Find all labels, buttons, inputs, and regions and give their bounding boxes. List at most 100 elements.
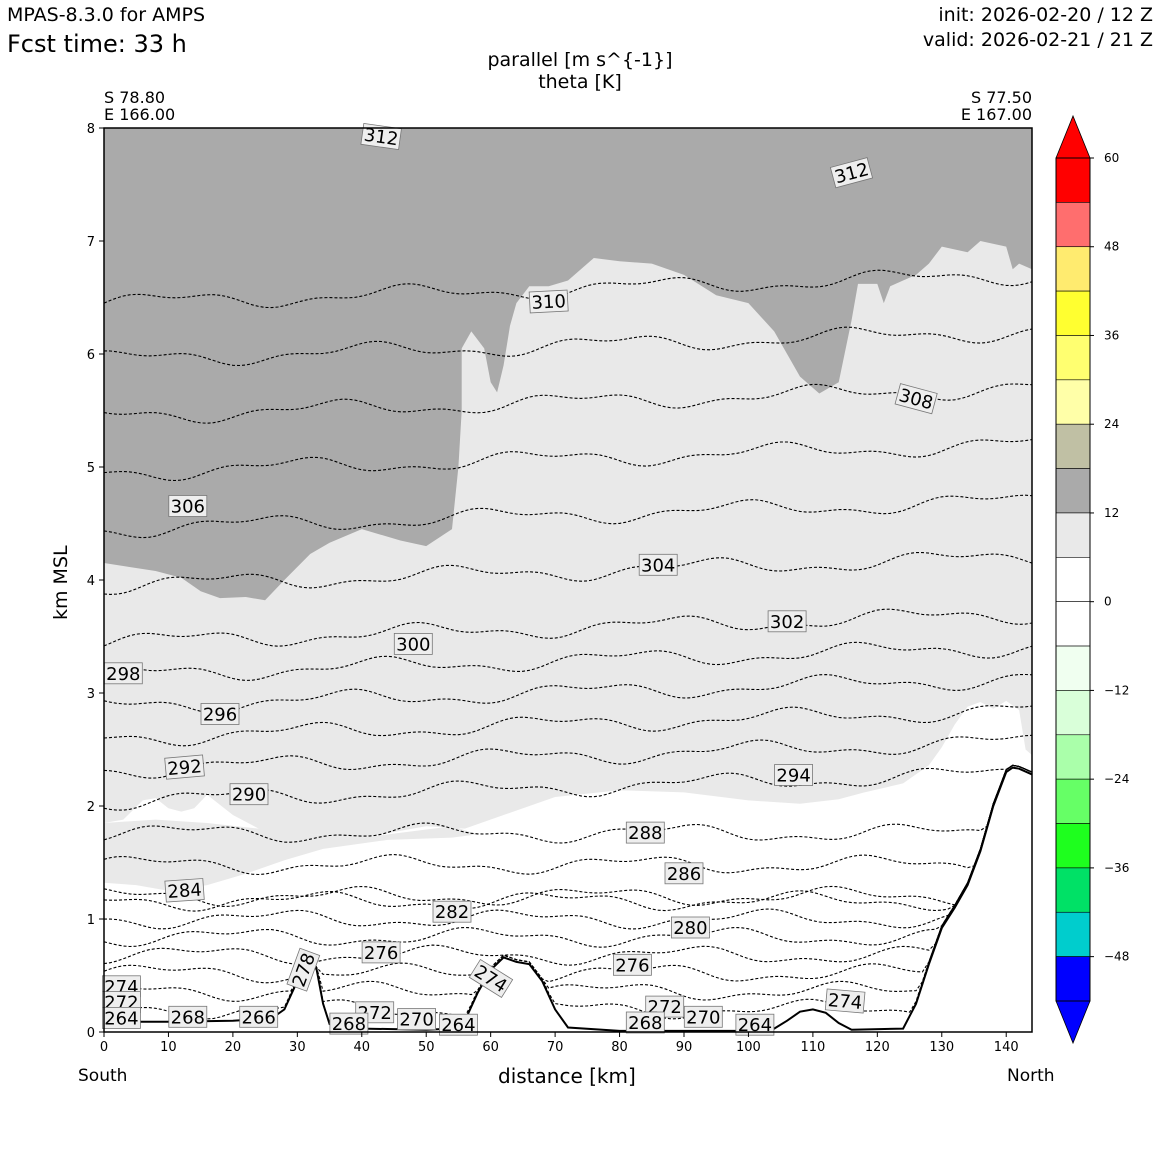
- y-tick-label-5: 5: [87, 461, 95, 476]
- colorbar-tick-label-3: 24: [1104, 417, 1119, 431]
- colorbar-swatch-7: [1055, 468, 1091, 514]
- colorbar-swatch-14: [1055, 778, 1091, 824]
- contour-labels: 3123123103083063043023002982962942922902…: [102, 123, 938, 1036]
- contour-label-text: 276: [364, 943, 398, 964]
- contour-label-text: 268: [628, 1013, 662, 1034]
- colorbar-swatch-1: [1055, 202, 1091, 248]
- contour-label-268-32: 268: [625, 1011, 665, 1034]
- contour-label-box: [671, 916, 710, 939]
- y-tick-label-3: 3: [87, 687, 95, 702]
- y-tick-label-7: 7: [87, 235, 95, 250]
- x-tick-label-20: 20: [225, 1040, 242, 1055]
- contour-label-text: 264: [738, 1015, 772, 1036]
- x-axis: 0 10 20 30 40 50 60 70 80 90 100 110 120 130 140: [100, 1032, 1019, 1055]
- contour-label-box: [360, 123, 402, 150]
- colorbar-tick-label-6: −12: [1104, 683, 1129, 697]
- x-axis-label: distance [km]: [498, 1064, 636, 1088]
- contour-label-282-16: 282: [432, 900, 472, 923]
- theta-contour-302: [104, 552, 1032, 595]
- x-tick-label-130: 130: [929, 1040, 954, 1055]
- contour-label-box: [393, 633, 433, 655]
- contour-label-text: 270: [686, 1007, 720, 1028]
- contour-label-284-15: 284: [164, 878, 205, 903]
- contour-label-text: 266: [242, 1007, 276, 1028]
- y-tick-label-4: 4: [87, 574, 95, 589]
- contour-label-text: 280: [673, 918, 707, 939]
- contour-label-text: 296: [203, 705, 237, 726]
- contour-label-text: 306: [171, 497, 205, 518]
- theta-contour-300: [104, 608, 1032, 647]
- contour-label-text: 268: [171, 1007, 205, 1028]
- model-name: MPAS-8.3.0 for AMPS: [7, 4, 206, 26]
- contour-label-298-8: 298: [103, 662, 143, 685]
- contour-label-box: [432, 900, 472, 923]
- x-tick-label-100: 100: [736, 1040, 761, 1055]
- contour-label-text: 294: [776, 766, 810, 787]
- contour-label-text: 312: [363, 125, 400, 151]
- theta-contour-282: [104, 764, 1032, 912]
- contour-label-286-14: 286: [664, 862, 704, 885]
- colorbar-tick-label-8: −36: [1104, 861, 1129, 875]
- contour-label-box: [168, 1005, 208, 1028]
- contour-label-box: [397, 1008, 437, 1030]
- contour-label-box: [168, 495, 208, 517]
- contour-label-box: [329, 1012, 369, 1035]
- y-tick-label-1: 1: [87, 913, 95, 928]
- theta-contour-310: [104, 326, 1032, 367]
- contour-label-text: 270: [399, 1010, 433, 1031]
- colorbar-swatch-17: [1055, 911, 1091, 957]
- contour-label-288-13: 288: [625, 821, 665, 844]
- contour-label-text: 268: [332, 1014, 366, 1035]
- contour-label-text: 282: [435, 902, 469, 923]
- colorbar-swatch-3: [1055, 290, 1091, 336]
- contour-label-box: [894, 383, 938, 415]
- colorbar-swatch-13: [1055, 734, 1091, 780]
- y-axis: 0 1 2 3 4 5 6 7 8: [87, 122, 104, 1041]
- contour-label-276-19: 276: [361, 941, 401, 964]
- colorbar-tick-label-1: 48: [1104, 240, 1119, 254]
- contour-label-304-5: 304: [638, 553, 678, 576]
- wind-shading-0-6: [104, 700, 1032, 1032]
- theta-contour-294: [104, 705, 1032, 747]
- contour-label-text: 304: [641, 555, 675, 576]
- theta-contour-286: [104, 764, 1032, 876]
- colorbar-swatch-8: [1055, 512, 1091, 558]
- contour-label-310-2: 310: [528, 289, 569, 314]
- north-end-label: North: [1007, 1066, 1055, 1086]
- contour-label-box: [164, 878, 205, 903]
- plot-title-theta: theta [K]: [538, 71, 622, 93]
- init-time: init: 2026-02-20 / 12 Z: [938, 4, 1153, 26]
- colorbar-swatch-15: [1055, 823, 1091, 869]
- right-end-longitude: E 167.00: [960, 105, 1032, 124]
- x-tick-label-120: 120: [865, 1040, 890, 1055]
- y-tick-label-8: 8: [87, 122, 95, 137]
- colorbar-tick-label-0: 60: [1104, 151, 1119, 165]
- forecast-time: Fcst time: 33 h: [7, 30, 187, 58]
- colorbar-tick-label-7: −24: [1104, 772, 1129, 786]
- left-end-longitude: E 166.00: [104, 105, 176, 124]
- colorbar-swatch-0: [1055, 157, 1091, 203]
- colorbar-swatch-4: [1055, 335, 1091, 381]
- contour-label-box: [361, 941, 401, 964]
- contour-label-266-33: 266: [239, 1005, 279, 1028]
- theta-contour-272: [104, 764, 1032, 1002]
- contour-label-text: 298: [106, 664, 140, 685]
- theta-contour-296: [104, 673, 1032, 714]
- contour-label-box: [767, 610, 807, 633]
- colorbar-swatch-18: [1055, 956, 1091, 1002]
- contour-label-264-34: 264: [438, 1013, 478, 1036]
- contour-label-box: [824, 988, 866, 1014]
- contour-label-box: [102, 1007, 141, 1029]
- contour-label-text: 284: [167, 880, 203, 903]
- theta-contour-284: [104, 764, 1032, 908]
- contour-label-box: [774, 764, 813, 786]
- theta-contour-280: [104, 764, 1032, 930]
- x-tick-label-140: 140: [994, 1040, 1019, 1055]
- theta-contour-278: [104, 764, 1032, 948]
- wind-shading-12-18: [104, 128, 1032, 601]
- contour-label-276-21: 276: [613, 953, 652, 976]
- plot-title-wind: parallel [m s^{-1}]: [487, 49, 673, 71]
- contour-label-268-31: 268: [329, 1012, 369, 1035]
- colorbar-swatch-11: [1055, 645, 1091, 691]
- x-tick-label-40: 40: [354, 1040, 371, 1055]
